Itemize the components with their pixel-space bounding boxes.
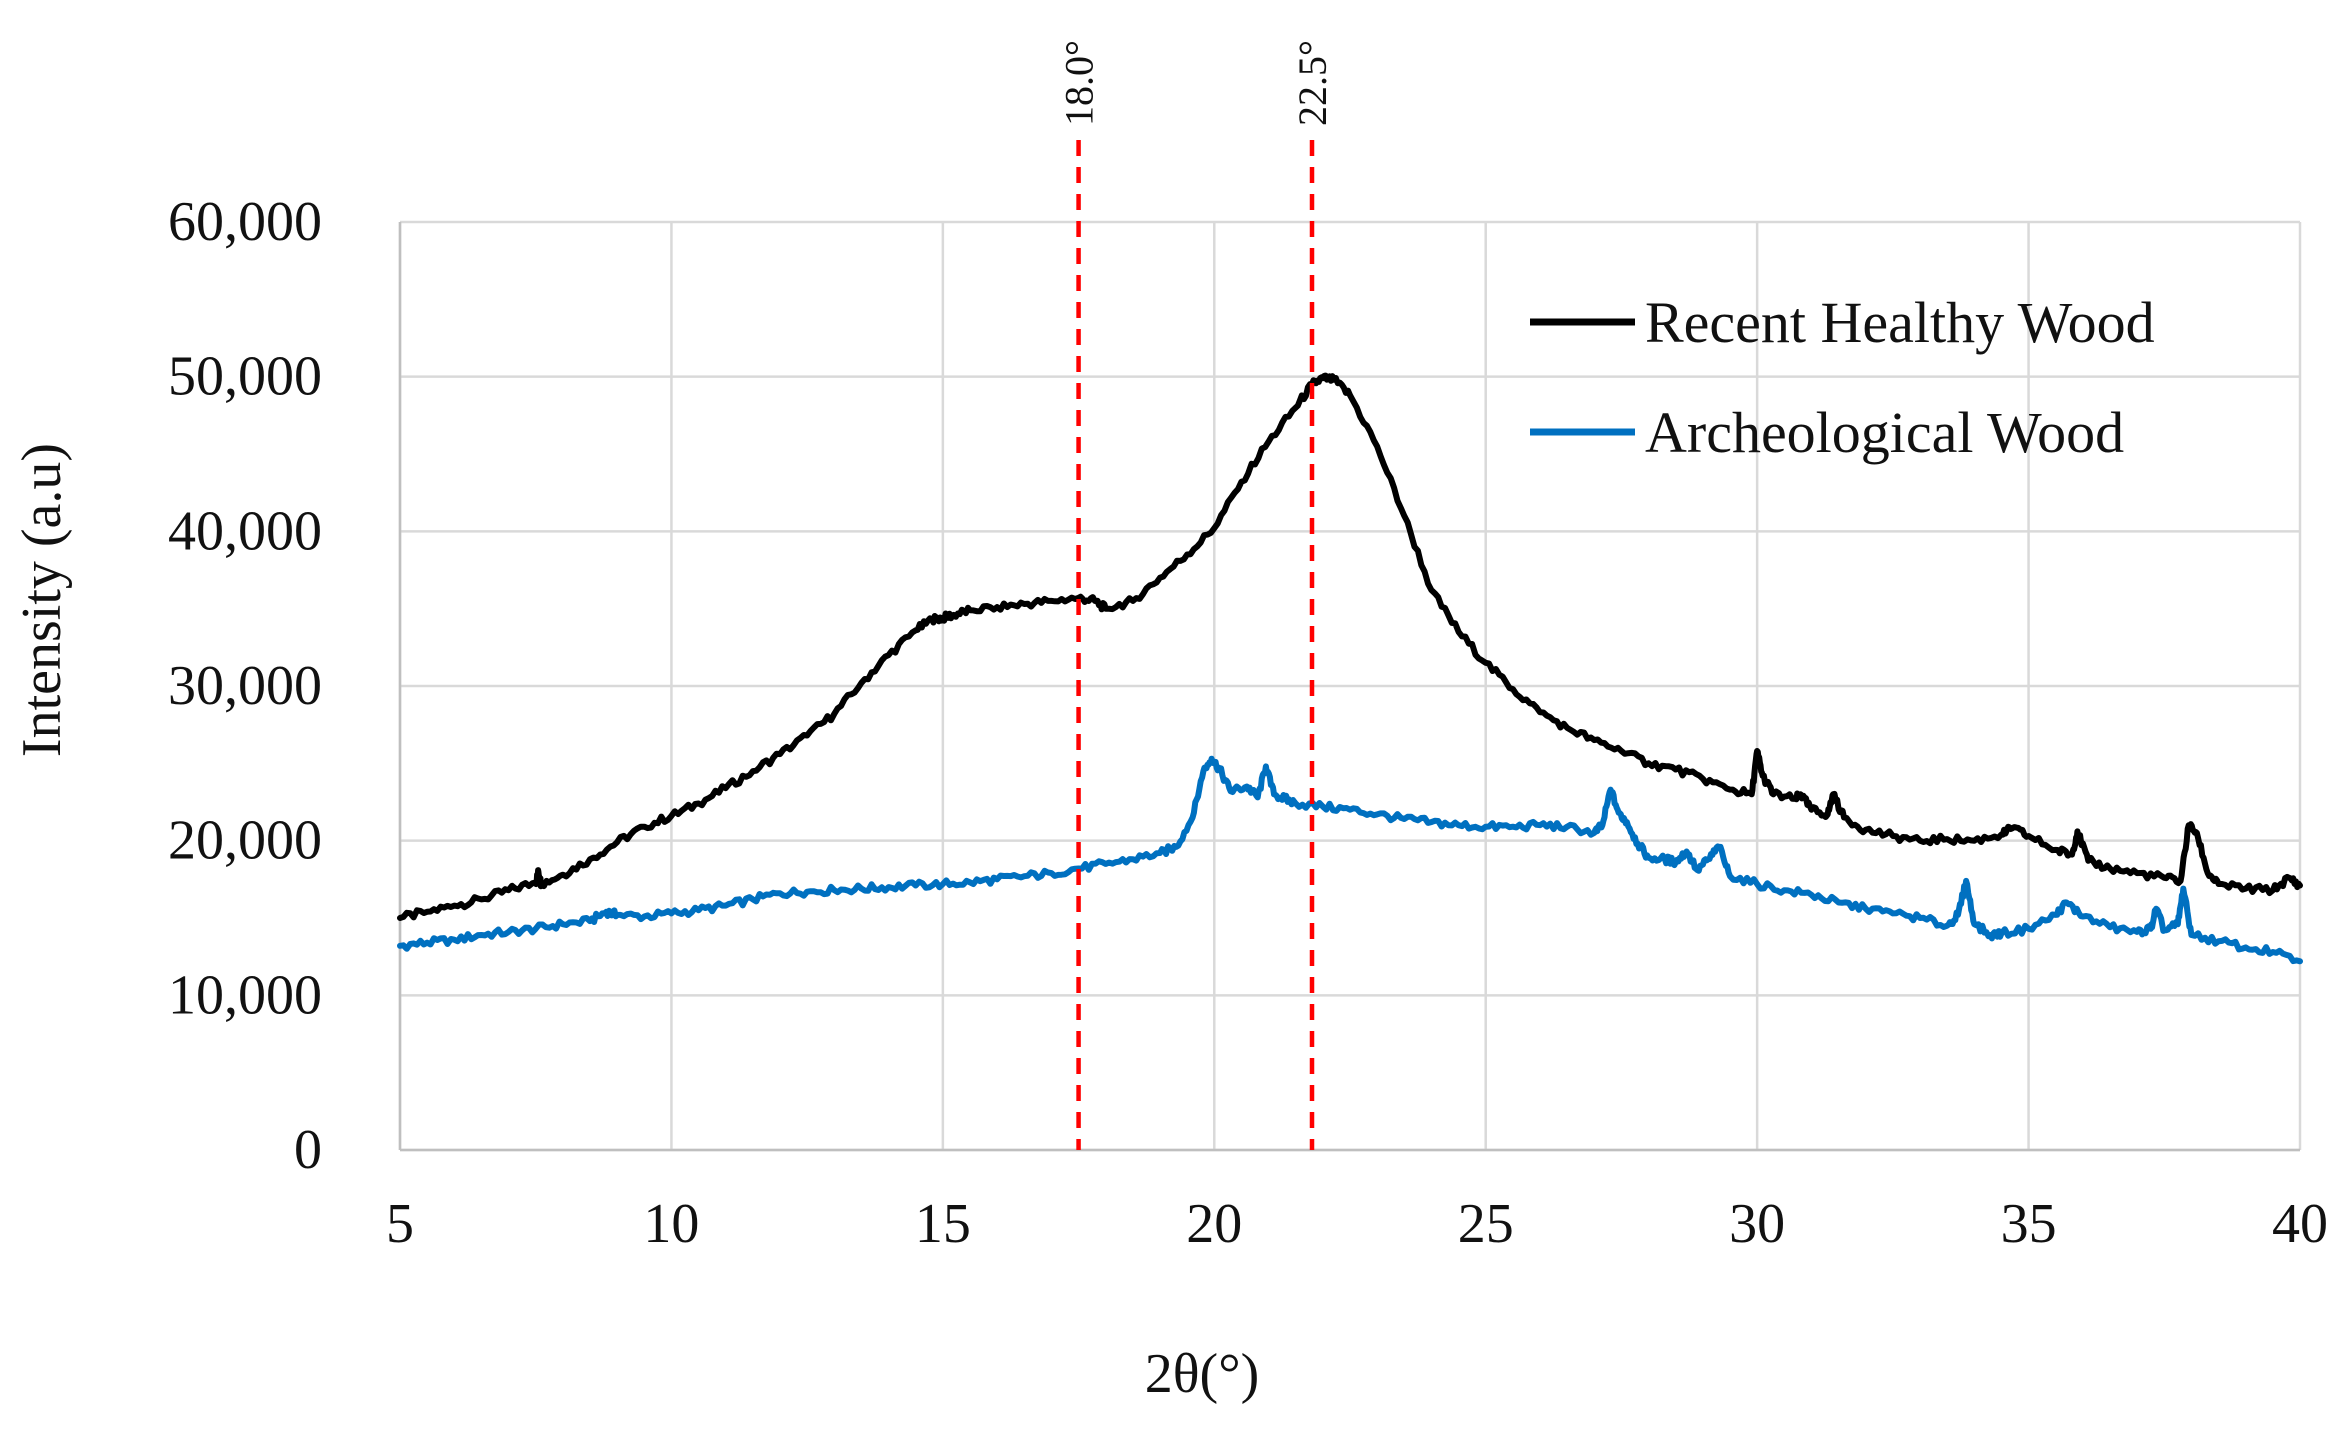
vertical-markers: 18.0° 22.5° — [1057, 40, 1335, 1150]
x-tick-label: 40 — [2272, 1193, 2328, 1255]
y-tick-label: 20,000 — [168, 810, 322, 872]
x-tick-label: 20 — [1186, 1193, 1242, 1255]
tick-labels: 5 10 15 20 25 30 35 40 0 10,000 20,000 30,000 40,000… — [168, 191, 2328, 1255]
legend-label: Archeological Wood — [1645, 400, 2124, 465]
x-tick-label: 35 — [2001, 1193, 2057, 1255]
x-tick-label: 30 — [1729, 1193, 1785, 1255]
grid — [398, 220, 2302, 1152]
y-tick-label: 60,000 — [168, 191, 322, 253]
y-tick-label: 10,000 — [168, 964, 322, 1026]
axes — [398, 222, 2300, 1152]
legend: Recent Healthy Wood Archeological Wood — [1530, 290, 2155, 465]
vertical-marker-label: 22.5° — [1290, 40, 1335, 126]
x-tick-label: 5 — [386, 1193, 414, 1255]
y-tick-label: 30,000 — [168, 655, 322, 717]
series-line-archeological-wood — [397, 755, 2303, 965]
y-tick-label: 50,000 — [168, 346, 322, 408]
x-tick-label: 25 — [1458, 1193, 1514, 1255]
series-line-recent-healthy-wood — [397, 372, 2303, 921]
x-axis-title: 2θ(°) — [1145, 1343, 1260, 1405]
x-tick-label: 10 — [643, 1193, 699, 1255]
y-tick-label: 0 — [294, 1119, 322, 1181]
vertical-marker-label: 18.0° — [1057, 40, 1102, 126]
series-lines — [397, 372, 2303, 965]
x-tick-label: 15 — [915, 1193, 971, 1255]
y-tick-label: 40,000 — [168, 500, 322, 562]
legend-label: Recent Healthy Wood — [1645, 290, 2155, 355]
y-axis-title: Intensity (a.u) — [11, 443, 73, 757]
